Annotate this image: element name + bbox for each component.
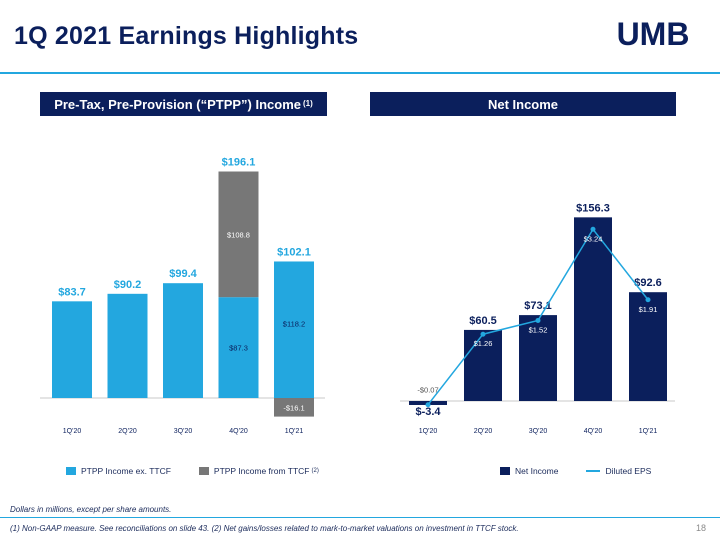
x-tick-label: 3Q'20 — [529, 428, 548, 435]
x-tick-label: 2Q'20 — [474, 428, 493, 435]
legend-item-net-income: Net Income — [500, 466, 558, 476]
bar-ptpp-ex-ttcf — [274, 261, 314, 398]
legend-label: PTPP Income from TTCF — [213, 466, 310, 476]
x-tick-label: 1Q'20 — [419, 428, 438, 435]
legend-swatch-gray — [198, 467, 209, 475]
ptpp-chart: $83.7 1Q'20 $90.2 2Q'20 $99.4 3Q'20 $108.8 $87.… — [40, 157, 325, 435]
x-tick-label: 1Q'21 — [285, 428, 304, 435]
x-tick-label: 4Q'20 — [584, 428, 603, 435]
legend-note: (2) — [311, 468, 319, 474]
data-label-total: $83.7 — [58, 286, 86, 298]
data-label-eps: -$0.07 — [417, 386, 438, 395]
bar-net-income — [574, 217, 612, 401]
data-label-total: $102.1 — [277, 246, 311, 258]
data-label-ttcf: $108.8 — [227, 230, 250, 239]
net-income-chart: $-3.4 1Q'20 $60.5 2Q'20 $73.1 3Q'20 $156.3 4Q'2… — [400, 202, 675, 435]
legend-item-ptpp-ttcf: PTPP Income from TTCF (2) — [198, 466, 319, 476]
ptpp-heading-note: (1) — [303, 98, 313, 108]
x-tick-label: 1Q'20 — [63, 428, 82, 435]
data-label-eps: $1.52 — [529, 325, 548, 334]
bar-ptpp-ex-ttcf — [107, 293, 148, 398]
eps-point — [645, 297, 651, 303]
data-label-net-income: $156.3 — [576, 202, 610, 214]
eps-point — [425, 402, 431, 408]
bar-ptpp-ex-ttcf — [52, 301, 92, 398]
units-note: Dollars in millions, except per share am… — [10, 505, 172, 514]
data-label-total: $196.1 — [222, 157, 256, 169]
footer-rule — [0, 517, 720, 518]
ptpp-heading-text: Pre-Tax, Pre-Provision (“PTPP”) Income — [54, 96, 302, 112]
x-tick-label: 4Q'20 — [229, 428, 248, 435]
logo-text: UMB — [617, 16, 690, 52]
bar-ptpp-ex-ttcf — [163, 283, 203, 398]
slide-title: 1Q 2021 Earnings Highlights — [14, 22, 359, 50]
umb-logo: UMB — [617, 16, 690, 52]
bar-ptpp-ex-ttcf — [218, 297, 259, 398]
net-income-legend: Net Income Diluted EPS — [500, 466, 679, 476]
net-income-heading: Net Income — [370, 92, 676, 116]
page-number: 18 — [695, 523, 706, 533]
ptpp-legend: PTPP Income ex. TTCF PTPP Income from TT… — [66, 466, 347, 476]
eps-point — [590, 226, 596, 232]
data-label-ex-ttcf: $87.3 — [229, 344, 248, 353]
eps-point — [480, 331, 486, 337]
legend-label: Diluted EPS — [605, 466, 652, 476]
x-tick-label: 2Q'20 — [118, 428, 137, 435]
data-label-total: $99.4 — [169, 268, 197, 280]
ptpp-heading: Pre-Tax, Pre-Provision (“PTPP”) Income (… — [40, 92, 327, 116]
eps-point — [535, 317, 541, 323]
legend-item-diluted-eps: Diluted EPS — [586, 466, 651, 476]
data-label-net-income: $60.5 — [469, 315, 497, 327]
data-label-total: $90.2 — [114, 279, 142, 291]
data-label-ex-ttcf: $118.2 — [283, 320, 305, 329]
x-tick-label: 3Q'20 — [174, 428, 193, 435]
data-label-net-income: $73.1 — [524, 300, 552, 312]
bar-net-income — [464, 329, 502, 401]
legend-swatch-navy — [500, 467, 510, 475]
legend-swatch-blue — [66, 467, 76, 475]
bar-ptpp-ttcf — [274, 398, 314, 417]
bar-ptpp-ttcf — [218, 171, 259, 298]
legend-line-blue — [586, 470, 601, 472]
legend-label: PTPP Income ex. TTCF — [81, 466, 171, 476]
header-rule — [0, 72, 720, 74]
legend-item-ptpp-ex-ttcf: PTPP Income ex. TTCF — [66, 466, 171, 476]
x-tick-label: 1Q'21 — [639, 428, 658, 435]
data-label-eps: $1.91 — [639, 305, 658, 314]
bar-net-income — [629, 292, 667, 401]
data-label-net-income: $92.6 — [634, 277, 662, 289]
net-income-heading-text: Net Income — [487, 96, 559, 112]
data-label-eps: $1.26 — [474, 339, 493, 348]
legend-label: Net Income — [515, 466, 559, 476]
data-label-net-income: $-3.4 — [415, 406, 441, 418]
footnote: (1) Non-GAAP measure. See reconciliation… — [10, 524, 519, 533]
bar-net-income — [519, 315, 557, 401]
data-label-eps: $3.24 — [584, 234, 603, 243]
data-label-ttcf: -$16.1 — [283, 403, 304, 412]
